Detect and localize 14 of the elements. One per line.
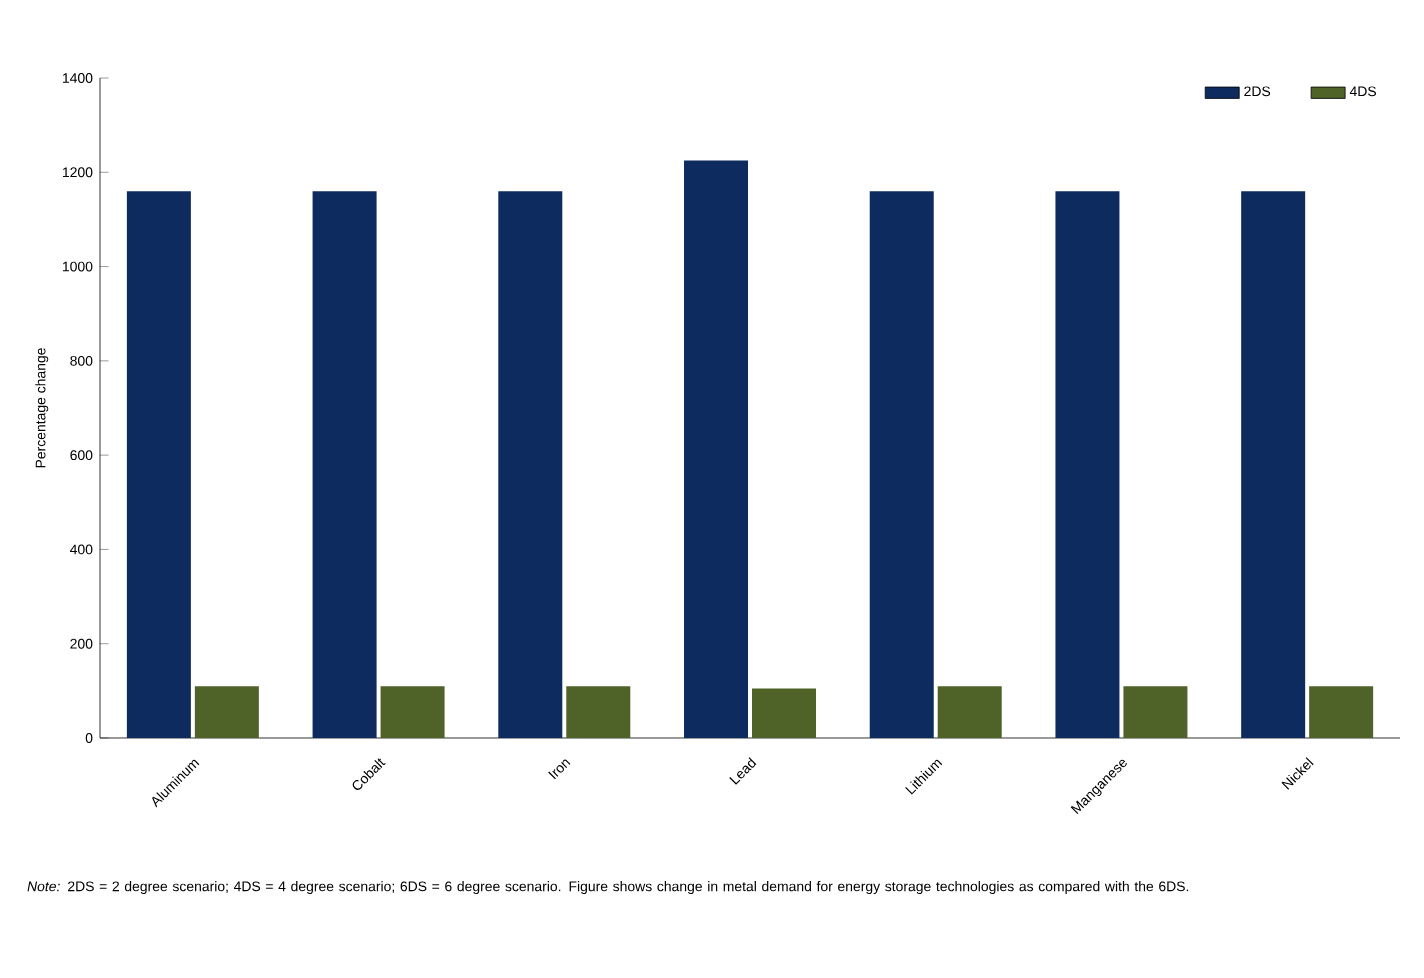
bar: [566, 686, 631, 738]
bar: [684, 160, 749, 738]
bar: [1055, 191, 1120, 738]
bar: [1241, 191, 1306, 738]
bar: [312, 191, 377, 738]
bar: [937, 686, 1002, 738]
bar: [1123, 686, 1188, 738]
bar: [752, 688, 816, 738]
bar: [126, 191, 191, 738]
bar: [380, 686, 445, 738]
bar: [1309, 686, 1374, 738]
bar: [869, 191, 934, 738]
bar: [194, 686, 259, 738]
bar: [498, 191, 563, 738]
